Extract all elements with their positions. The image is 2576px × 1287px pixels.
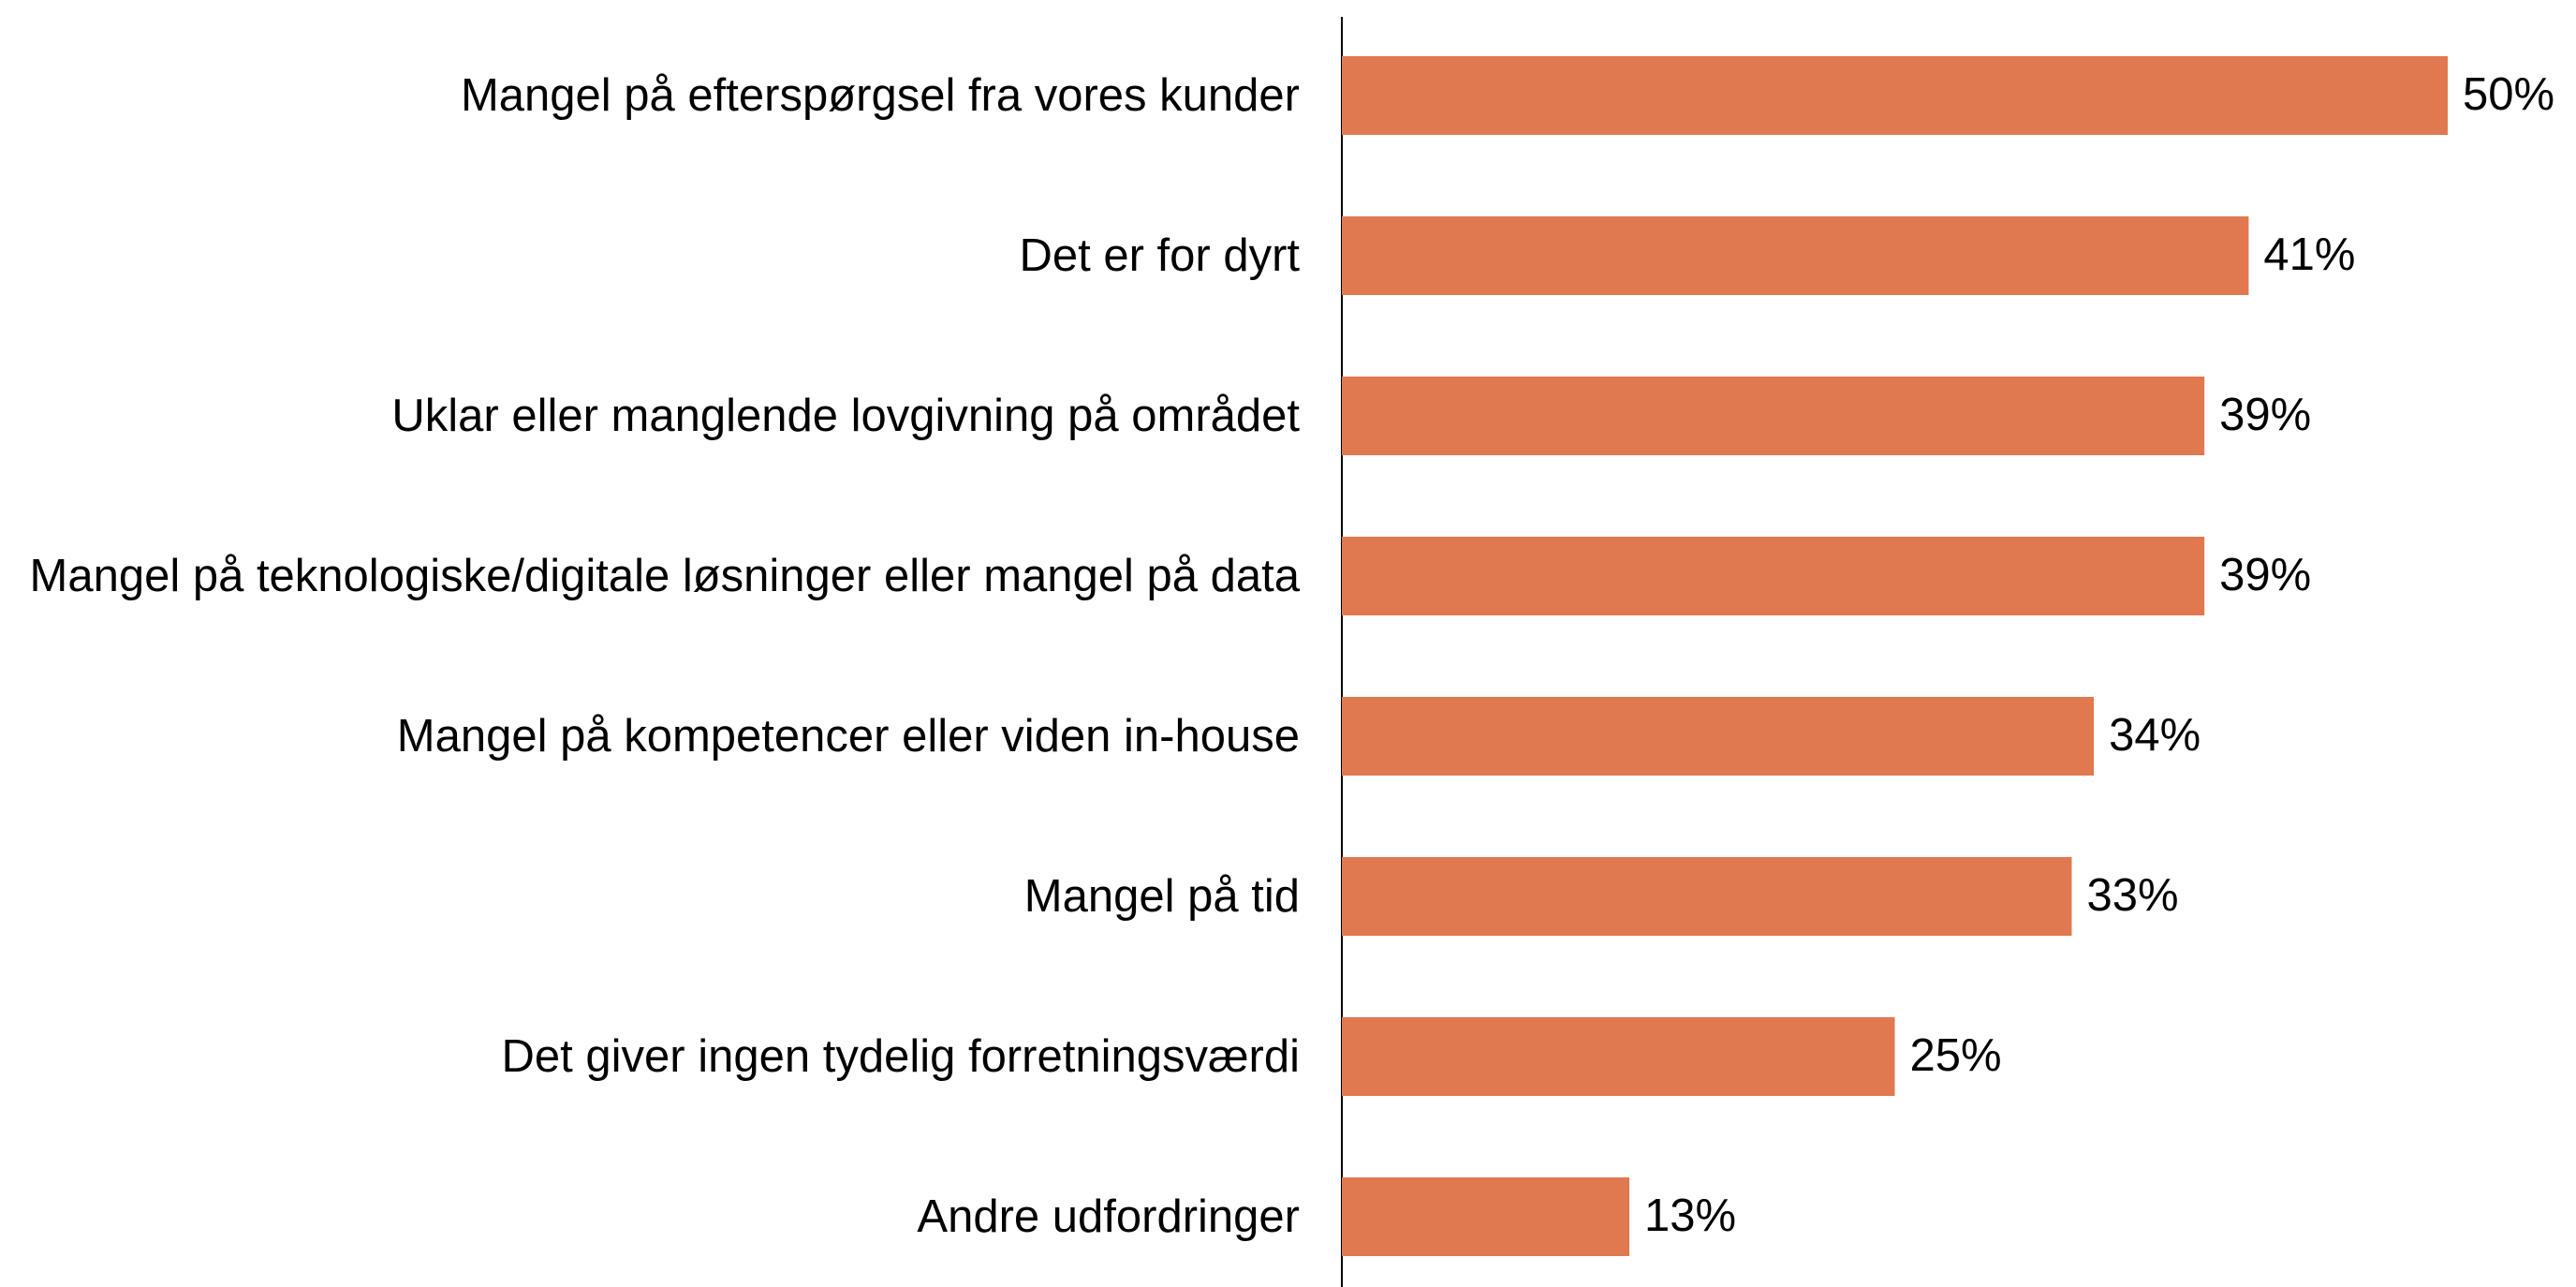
data-label: 34% bbox=[2109, 710, 2201, 761]
data-label: 13% bbox=[1644, 1191, 1736, 1241]
data-label: 39% bbox=[2219, 390, 2311, 440]
data-label: 50% bbox=[2463, 69, 2554, 120]
data-label: 33% bbox=[2086, 870, 2178, 921]
category-label: Uklar eller manglende lovgivning på områ… bbox=[391, 391, 1300, 441]
bar bbox=[1342, 857, 2072, 936]
bar bbox=[1342, 216, 2249, 295]
category-label: Andre udfordringer bbox=[917, 1191, 1300, 1242]
data-label: 41% bbox=[2263, 229, 2355, 280]
bar bbox=[1342, 697, 2095, 776]
category-label: Det er for dyrt bbox=[1019, 230, 1300, 281]
data-label: 25% bbox=[1910, 1030, 2002, 1081]
bar bbox=[1342, 56, 2448, 135]
category-label: Mangel på efterspørgsel fra vores kunder bbox=[460, 70, 1300, 121]
bar bbox=[1342, 377, 2205, 455]
category-label: Mangel på tid bbox=[1023, 871, 1300, 922]
category-label: Mangel på teknologiske/digitale løsninge… bbox=[29, 551, 1301, 601]
bar bbox=[1342, 1177, 1630, 1256]
category-label: Det giver ingen tydelig forretningsværdi bbox=[501, 1031, 1300, 1082]
bar bbox=[1342, 537, 2205, 615]
category-label: Mangel på kompetencer eller viden in-hou… bbox=[396, 711, 1300, 762]
data-label: 39% bbox=[2219, 550, 2311, 600]
bar bbox=[1342, 1017, 1895, 1096]
